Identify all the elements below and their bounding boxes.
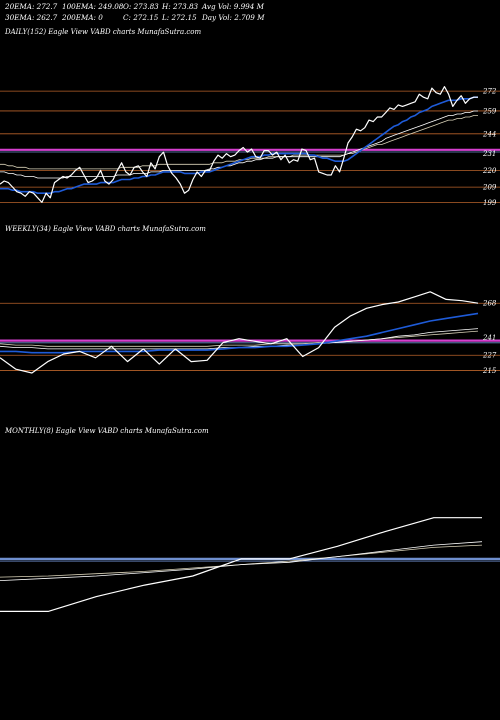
- weekly-ytick-label-1: 241: [482, 334, 496, 342]
- header-open: O: 273.83: [123, 2, 159, 11]
- daily-ema-blue-line: [0, 96, 478, 194]
- daily-panel-label: DAILY(152) Eagle View VABD charts Munafa…: [5, 28, 202, 36]
- monthly-panel-label: MONTHLY(8) Eagle View VABD charts Munafa…: [5, 427, 209, 435]
- weekly-ema-blue-line: [0, 312, 479, 354]
- weekly-ytick-label-3: 215: [482, 367, 497, 375]
- daily-ytick-label-5: 209: [482, 184, 497, 192]
- weekly-price-line: [0, 291, 479, 374]
- header-close: C: 272.15: [123, 13, 159, 22]
- header-ema100: 100EMA: 249.08: [62, 2, 124, 11]
- daily-ytick-label-3: 231: [482, 150, 496, 158]
- header-ema20: 20EMA: 272.7: [5, 2, 58, 11]
- daily-ytick-label-4: 220: [482, 167, 497, 175]
- monthly-price-line: [0, 517, 482, 613]
- daily-ytick-label-2: 244: [482, 130, 496, 138]
- header-low: L: 272.15: [162, 13, 197, 22]
- monthly-ema-a-line: [0, 541, 483, 581]
- daily-ytick-label-6: 199: [483, 199, 497, 207]
- daily-ema-a-line: [0, 110, 478, 179]
- daily-ytick-label-0: 272: [482, 88, 497, 96]
- daily-price-line: [0, 85, 478, 203]
- daily-ema-b-line: [0, 115, 478, 170]
- weekly-ema-b-line: [0, 330, 479, 347]
- weekly-ytick-label-2: 227: [482, 352, 497, 360]
- weekly-ytick-label-0: 268: [482, 300, 497, 308]
- header-dayvol: Day Vol: 2.709 M: [202, 13, 265, 22]
- header-high: H: 273.83: [162, 2, 199, 11]
- header-ema200: 200EMA: 0: [62, 13, 103, 22]
- header-ema30: 30EMA: 262.7: [5, 13, 58, 22]
- header-avgvol: Avg Vol: 9.994 M: [202, 2, 264, 11]
- weekly-panel-label: WEEKLY(34) Eagle View VABD charts Munafa…: [5, 225, 206, 233]
- daily-ytick-label-1: 259: [482, 107, 497, 115]
